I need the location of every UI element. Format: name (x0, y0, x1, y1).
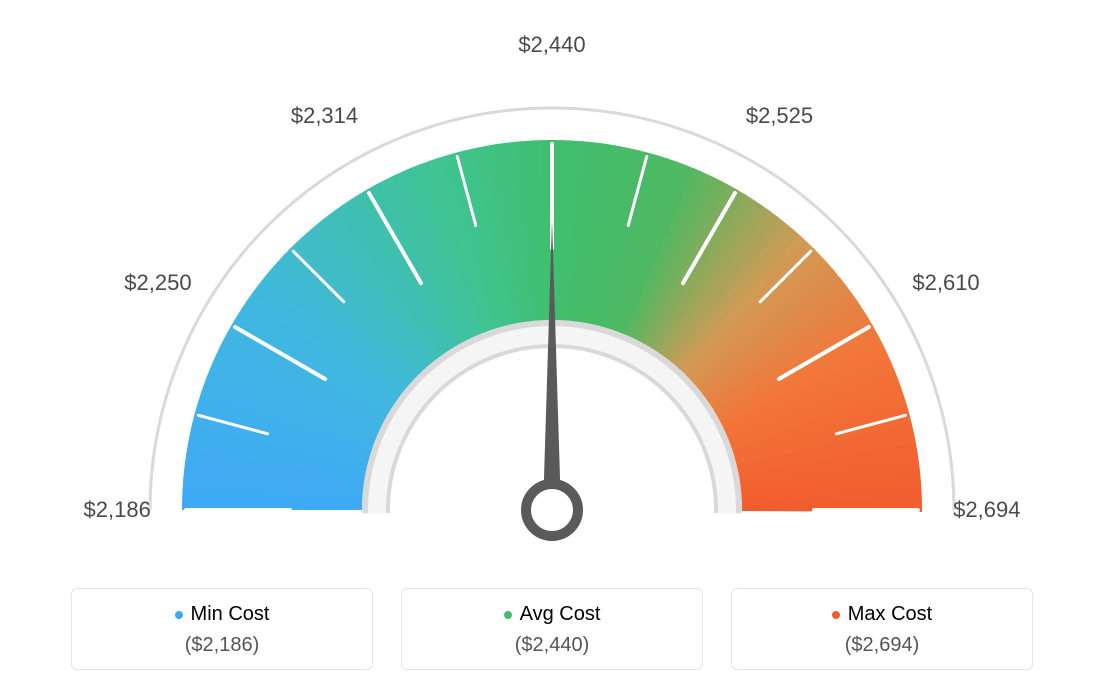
legend-max-title: Max Cost (732, 603, 1032, 626)
gauge-tick-label: $2,186 (84, 497, 151, 523)
legend-avg-label: Avg Cost (520, 603, 601, 625)
gauge-tick-label: $2,250 (124, 270, 191, 296)
gauge-tick-label: $2,440 (518, 32, 585, 58)
gauge-tick-label: $2,694 (953, 497, 1020, 523)
legend-max-value: ($2,694) (732, 634, 1032, 657)
legend-card-min: Min Cost ($2,186) (71, 588, 373, 670)
legend-row: Min Cost ($2,186) Avg Cost ($2,440) Max … (0, 588, 1104, 670)
legend-avg-bullet (504, 611, 512, 619)
gauge-tick-label: $2,314 (291, 103, 358, 129)
legend-min-bullet (175, 611, 183, 619)
cost-gauge-widget: $2,186 $2,250 $2,314 $2,440 $2,525 $2,610 $2,6… (0, 0, 1104, 690)
legend-avg-title: Avg Cost (402, 603, 702, 626)
legend-max-label: Max Cost (848, 603, 932, 625)
gauge-tick-label: $2,610 (912, 270, 979, 296)
legend-min-title: Min Cost (72, 603, 372, 626)
gauge-chart: $2,186 $2,250 $2,314 $2,440 $2,525 $2,610 $2,6… (0, 0, 1104, 560)
legend-min-label: Min Cost (191, 603, 270, 625)
gauge-tick-label: $2,525 (746, 103, 813, 129)
legend-card-max: Max Cost ($2,694) (731, 588, 1033, 670)
legend-max-bullet (832, 611, 840, 619)
legend-card-avg: Avg Cost ($2,440) (401, 588, 703, 670)
legend-min-value: ($2,186) (72, 634, 372, 657)
legend-avg-value: ($2,440) (402, 634, 702, 657)
